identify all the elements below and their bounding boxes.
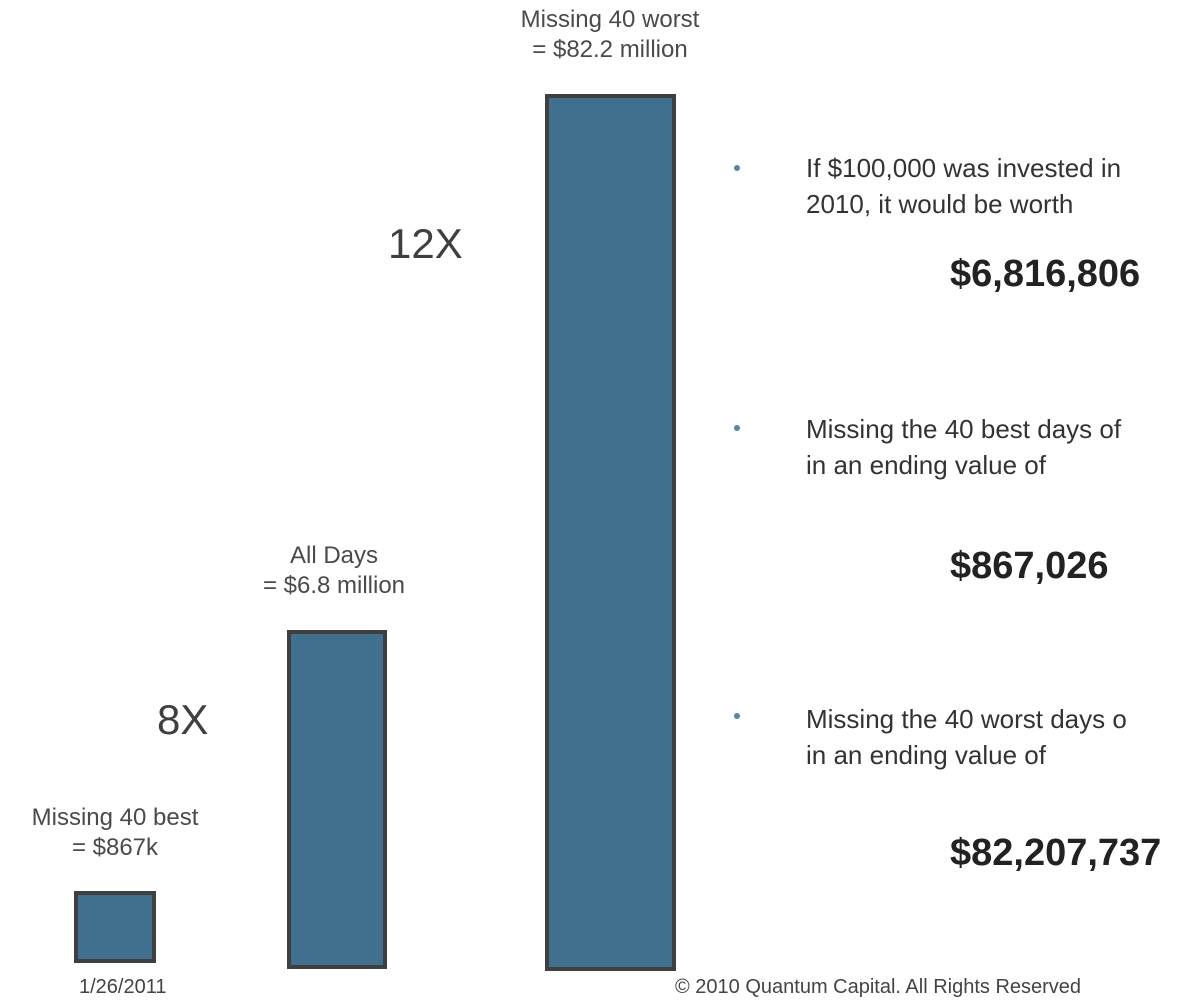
bar (287, 630, 387, 969)
bar-value: = $6.8 million (262, 572, 406, 599)
bullet (734, 425, 740, 431)
bar-value: = $867k (71, 834, 159, 861)
line: Missing the 40 best days of (806, 414, 1122, 444)
multiplier: 8X (157, 696, 209, 743)
bar-name: Missing 40 best (31, 804, 199, 831)
bullet (734, 713, 740, 719)
amount: $867,026 (950, 545, 1109, 587)
amount: $82,207,737 (950, 832, 1162, 874)
bullet-text: Missing the 40 best days of in an ending… (806, 411, 1121, 483)
line: in an ending value of (806, 740, 1046, 770)
line: in an ending value of (806, 450, 1046, 480)
amount: $6,816,806 (950, 253, 1141, 295)
bar-value: = $82.2 million (532, 36, 688, 63)
bar (545, 94, 676, 971)
footer-copyright: © 2010 Quantum Capital. All Rights Reser… (675, 976, 1082, 998)
multiplier: 12X (388, 220, 463, 267)
bullet-text: Missing the 40 worst days o in an ending… (806, 701, 1127, 773)
line: Missing the 40 worst days o (806, 704, 1127, 734)
bar (74, 891, 156, 963)
line: 2010, it would be worth (806, 189, 1074, 219)
bar-label: All Days = $6.8 million (234, 541, 434, 601)
bar-label: Missing 40 best = $867k (0, 803, 230, 863)
footer-date: 1/26/2011 (79, 976, 167, 998)
bar-label: Missing 40 worst = $82.2 million (495, 5, 725, 65)
bullet-text: If $100,000 was invested in 2010, it wou… (806, 150, 1121, 222)
bar-name: Missing 40 worst (520, 6, 700, 33)
line: If $100,000 was invested in (806, 153, 1122, 183)
bar-name: All Days (289, 542, 379, 569)
bullet (734, 165, 740, 171)
